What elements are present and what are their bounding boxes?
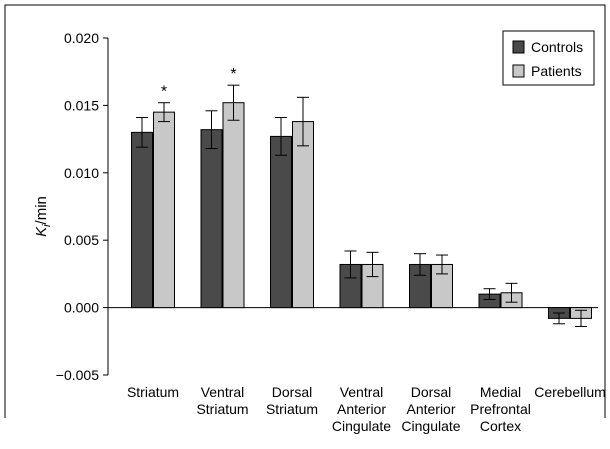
x-tick-label: Ventral Anterior Cingulate (332, 384, 391, 434)
x-tick-label: Striatum (127, 384, 179, 400)
legend-label-patients: Patients (531, 63, 582, 79)
x-tick-label: Dorsal Anterior Cingulate (401, 384, 460, 434)
bar-controls (131, 131, 153, 309)
bar-patients (222, 102, 245, 309)
y-tick-label: 0.010 (64, 165, 99, 181)
bar-controls (200, 129, 223, 309)
x-tick-label: Ventral Striatum (196, 384, 248, 417)
significance-marker: * (230, 66, 236, 83)
y-tick-label: −0.005 (56, 367, 99, 383)
legend-swatch-patients (512, 64, 525, 78)
y-tick-label: 0.020 (64, 30, 99, 46)
y-tick-label: 0.000 (64, 300, 99, 316)
bar-controls (270, 135, 292, 309)
y-tick-label: 0.015 (64, 97, 99, 113)
significance-marker: * (161, 84, 167, 101)
plot-area: −0.005 0.000 0.005 0.010 0.015 0.020 Ki/min Str… (33, 30, 606, 434)
x-tick-label: Medial Prefrontal Cortex (470, 384, 531, 434)
y-axis-label: Ki/min (33, 196, 53, 237)
bar-patients (153, 111, 175, 309)
legend: Controls Patients (502, 30, 595, 86)
chart-frame (4, 4, 606, 418)
x-tick-label: Dorsal Striatum (266, 384, 318, 417)
y-tick-label: 0.005 (64, 232, 99, 248)
x-tick-label: Cerebellum (534, 384, 606, 400)
bar-patients (292, 121, 314, 309)
legend-label-controls: Controls (531, 39, 583, 55)
legend-swatch-controls (512, 40, 525, 54)
